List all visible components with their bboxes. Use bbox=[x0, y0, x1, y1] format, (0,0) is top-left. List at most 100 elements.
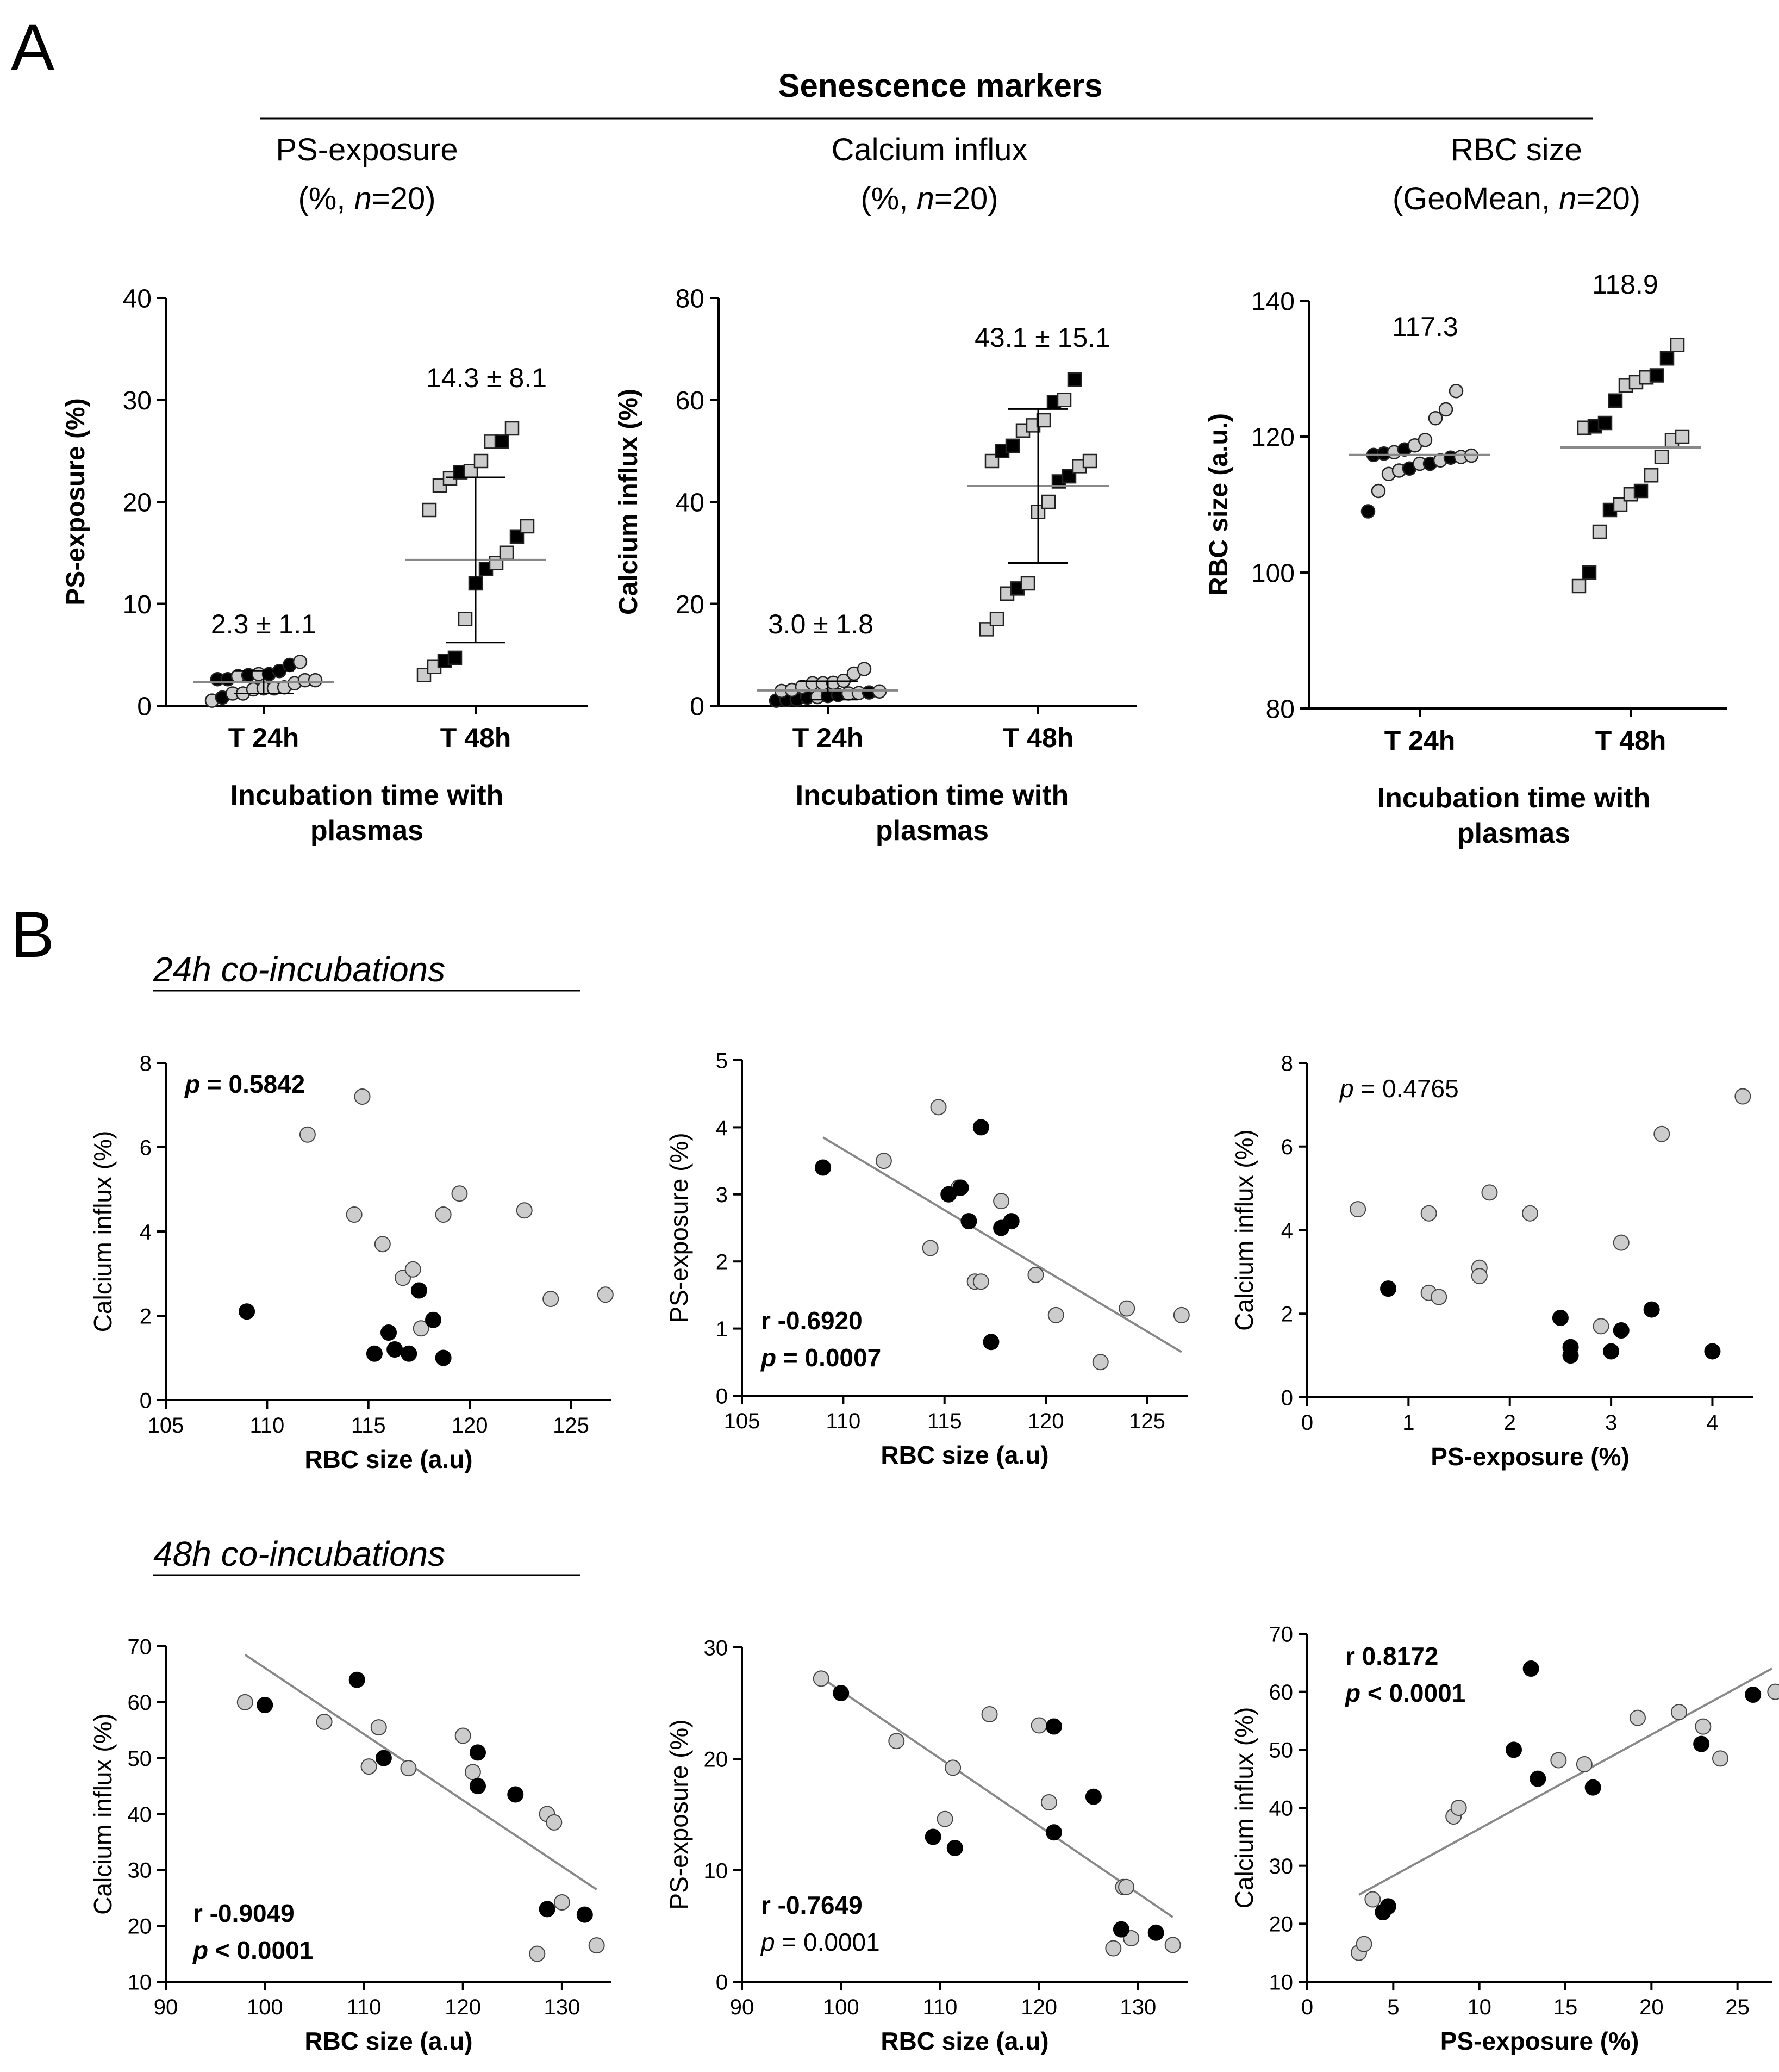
y-tick-label: 30 bbox=[1269, 1855, 1294, 1878]
data-point bbox=[1431, 1289, 1447, 1305]
regression-line bbox=[244, 1653, 597, 1890]
data-point bbox=[1041, 494, 1056, 509]
data-point bbox=[464, 1764, 481, 1781]
y-tick-label: 0 bbox=[1281, 1386, 1293, 1410]
data-point bbox=[507, 1786, 524, 1803]
data-point bbox=[425, 1311, 441, 1328]
data-point bbox=[546, 1814, 563, 1831]
data-point bbox=[422, 502, 437, 518]
data-point bbox=[1067, 372, 1082, 387]
data-point bbox=[1085, 1788, 1102, 1805]
x-tick-label: 120 bbox=[445, 1995, 481, 2019]
data-point bbox=[875, 1153, 892, 1169]
data-point bbox=[1675, 429, 1690, 444]
data-point bbox=[516, 1202, 533, 1219]
data-point bbox=[494, 434, 509, 449]
data-point bbox=[1119, 1300, 1135, 1317]
data-point bbox=[1734, 1088, 1751, 1105]
y-tick-label: 20 bbox=[128, 1915, 152, 1939]
xlabel-a1: Incubation time with plasmas bbox=[230, 780, 504, 847]
data-point bbox=[815, 1159, 832, 1176]
data-point bbox=[348, 1671, 365, 1688]
data-point bbox=[1379, 1898, 1396, 1915]
col-title-line2: (%, n=20) bbox=[860, 181, 998, 216]
data-point bbox=[925, 1828, 941, 1845]
x-tick-label: 120 bbox=[452, 1414, 488, 1438]
data-point bbox=[1767, 1683, 1779, 1700]
data-point bbox=[1603, 1343, 1620, 1360]
x-tick-label: 115 bbox=[927, 1409, 962, 1433]
data-point bbox=[239, 1303, 255, 1320]
data-point bbox=[1105, 1940, 1122, 1957]
data-point bbox=[1633, 483, 1649, 499]
data-point bbox=[930, 1099, 947, 1116]
data-point bbox=[1449, 384, 1464, 399]
y-tick-label: 20 bbox=[704, 1747, 728, 1771]
x-tick-label: T 24h bbox=[792, 723, 864, 753]
x-axis-label: PS-exposure (%) bbox=[1440, 2027, 1639, 2055]
data-point bbox=[374, 1236, 391, 1253]
y-tick-label: 20 bbox=[1269, 1913, 1294, 1937]
senescence-markers-header: Senescence markers bbox=[778, 67, 1102, 104]
y-axis-label: Calcium influx (%) bbox=[614, 389, 643, 615]
x-tick-label: 115 bbox=[351, 1414, 386, 1438]
data-point bbox=[993, 1193, 1010, 1210]
y-tick-label: 120 bbox=[1251, 423, 1295, 452]
x-axis-label: RBC size (a.u) bbox=[881, 1441, 1048, 1469]
col-title-line2: (%, n=20) bbox=[298, 181, 435, 216]
data-point bbox=[447, 650, 463, 665]
data-point bbox=[597, 1286, 614, 1303]
data-point bbox=[1046, 1824, 1062, 1841]
y-tick-label: 30 bbox=[123, 387, 152, 415]
data-point bbox=[1438, 402, 1453, 417]
x-tick-label: 2 bbox=[1504, 1411, 1516, 1435]
x-axis-label: RBC size (a.u) bbox=[304, 1445, 472, 1473]
data-point bbox=[1005, 438, 1020, 453]
data-point bbox=[451, 1185, 468, 1202]
x-tick-label: 0 bbox=[1301, 1995, 1313, 2019]
xlabel-line2: plasmas bbox=[1457, 818, 1570, 849]
data-point bbox=[1649, 368, 1664, 383]
y-tick-label: 80 bbox=[1266, 695, 1295, 724]
data-point bbox=[1118, 1878, 1135, 1895]
data-point bbox=[1550, 1752, 1567, 1769]
data-point bbox=[1630, 1709, 1646, 1726]
col-title-line1: RBC size bbox=[1451, 132, 1582, 167]
data-point bbox=[1670, 338, 1685, 352]
data-point bbox=[292, 655, 308, 669]
y-tick-label: 50 bbox=[128, 1747, 152, 1771]
y-tick-label: 10 bbox=[1269, 1970, 1294, 1994]
xlabel-line1: Incubation time with bbox=[230, 780, 504, 811]
col-title-line1: PS-exposure bbox=[276, 132, 458, 167]
scatter-plot-4: 10 20 30 40 50 60 70 Calcium influx (%) 90 100 110… bbox=[89, 1635, 611, 2055]
data-point bbox=[1371, 483, 1386, 499]
data-point bbox=[888, 1733, 905, 1750]
x-axis-label: RBC size (a.u) bbox=[881, 2027, 1048, 2055]
xlabel-a3: Incubation time with plasmas bbox=[1377, 782, 1651, 849]
data-point bbox=[354, 1088, 371, 1105]
x-tick-label: 125 bbox=[1129, 1409, 1165, 1433]
p-value: p < 0.0001 bbox=[1344, 1679, 1465, 1707]
y-tick-label: 60 bbox=[128, 1691, 152, 1715]
data-point bbox=[1654, 450, 1669, 464]
group-annotation: 117.3 bbox=[1392, 312, 1458, 342]
regression-line bbox=[822, 1136, 1182, 1353]
data-point bbox=[1613, 1234, 1630, 1251]
data-point bbox=[1671, 1704, 1687, 1720]
x-tick-label: T 24h bbox=[228, 723, 299, 753]
x-tick-label: 15 bbox=[1553, 1995, 1578, 2019]
data-point bbox=[1164, 1937, 1181, 1953]
x-tick-label: T 24h bbox=[1384, 725, 1456, 756]
data-point bbox=[458, 612, 473, 626]
data-point bbox=[400, 1760, 417, 1777]
data-point bbox=[1092, 1354, 1109, 1371]
data-point bbox=[1040, 1794, 1057, 1810]
y-axis-label: PS-exposure (%) bbox=[665, 1133, 693, 1323]
data-point bbox=[1380, 1280, 1397, 1297]
y-tick-label: 50 bbox=[1269, 1739, 1294, 1763]
y-tick-label: 1 bbox=[716, 1317, 728, 1341]
data-point bbox=[576, 1906, 593, 1923]
data-point bbox=[1597, 415, 1613, 431]
y-tick-label: 80 bbox=[676, 284, 704, 313]
column-title-calcium: Calcium influx (%, n=20) bbox=[832, 132, 1028, 216]
